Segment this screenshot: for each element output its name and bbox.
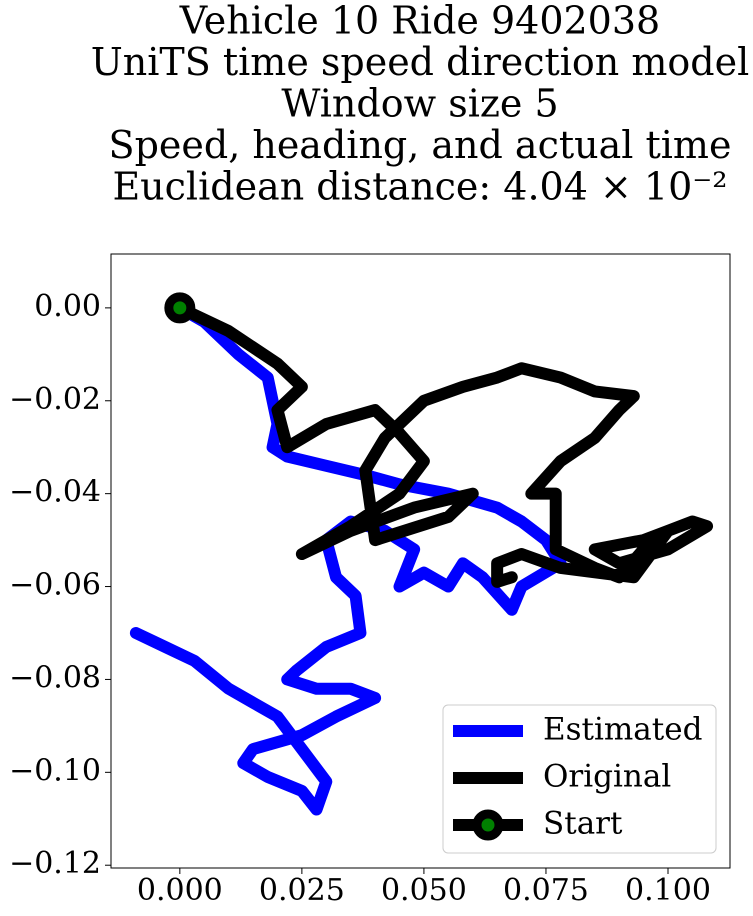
legend-label: Original (543, 759, 671, 795)
x-tick-label: 0.050 (381, 873, 467, 908)
x-tick-label: 0.100 (625, 873, 711, 908)
axes: 0.000 0.025 0.050 0.075 0.100 0.00 −0.02 −0.04 −… (9, 289, 711, 908)
legend: Estimated Original Start (442, 704, 717, 854)
chart-title: Window size 5 (281, 82, 558, 126)
x-tick-label: 0.075 (503, 873, 589, 908)
legend-marker (472, 809, 504, 841)
y-tick-label: −0.06 (9, 568, 101, 603)
y-tick-label: −0.10 (9, 753, 101, 788)
chart-title: Vehicle 10 Ride 9402038 (179, 0, 660, 43)
plot-area (129, 292, 714, 816)
x-tick-label: 0.000 (137, 873, 223, 908)
y-tick-label: −0.08 (9, 660, 101, 695)
plot-frame (110, 253, 731, 869)
chart-title: Euclidean distance: 4.04 × 10⁻² (112, 165, 727, 209)
y-tick-label: −0.04 (9, 475, 101, 510)
legend-box (442, 704, 717, 854)
y-tick-label: −0.12 (9, 846, 101, 881)
start-marker (164, 292, 196, 324)
legend-label: Estimated (543, 712, 702, 748)
chart-title: UniTS time speed direction model (91, 40, 750, 84)
trajectory-line (173, 301, 714, 588)
y-tick-label: −0.02 (9, 382, 101, 417)
chart-title: Speed, heading, and actual time (109, 123, 732, 167)
y-tick-label: 0.00 (34, 289, 101, 324)
legend-label: Start (543, 806, 623, 842)
x-tick-label: 0.025 (259, 873, 345, 908)
